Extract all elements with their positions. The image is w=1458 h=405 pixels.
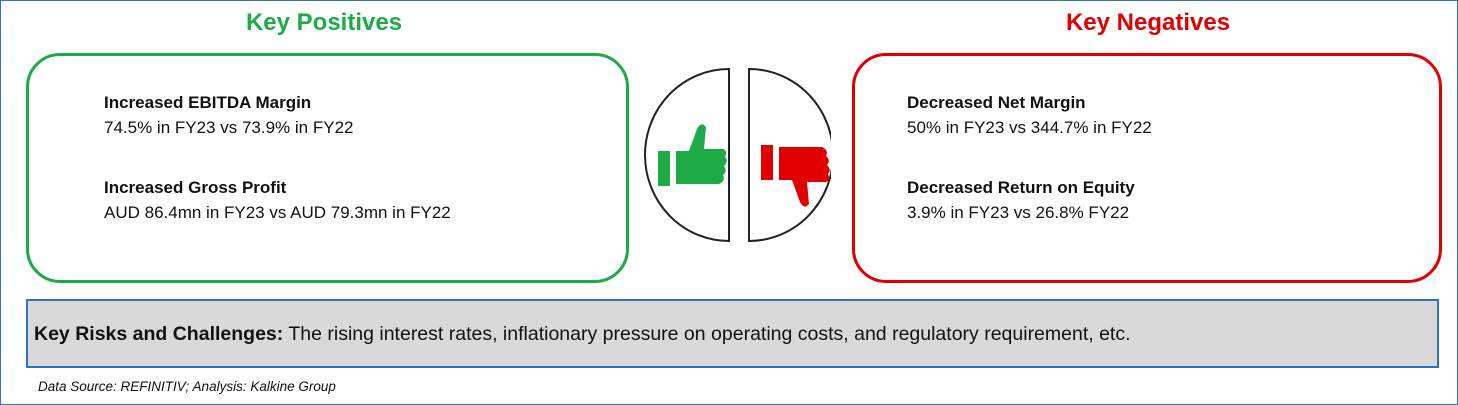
risks-text: The rising interest rates, inflationary … [288,323,1131,345]
risks-label: Key Risks and Challenges: [34,323,284,345]
item-heading: Decreased Net Margin [907,93,1086,112]
item-detail: AUD 86.4mn in FY23 vs AUD 79.3mn in FY22 [104,203,451,222]
risks-box: Key Risks and Challenges: The rising int… [26,299,1439,368]
item-detail: 50% in FY23 vs 344.7% in FY22 [907,118,1152,137]
item-heading: Increased EBITDA Margin [104,93,312,112]
item-heading: Increased Gross Profit [104,178,287,197]
negatives-box [852,53,1442,283]
item-detail: 74.5% in FY23 vs 73.9% in FY22 [104,118,354,137]
item-detail: 3.9% in FY23 vs 26.8% FY22 [907,203,1130,222]
positive-item: Increased Gross Profit AUD 86.4mn in FY2… [104,178,451,223]
negative-item: Decreased Return on Equity 3.9% in FY23 … [907,178,1135,223]
negative-item: Decreased Net Margin 50% in FY23 vs 344.… [907,93,1152,138]
positives-box [26,53,629,283]
negatives-title: Key Negatives [1065,9,1231,36]
positive-item: Increased EBITDA Margin 74.5% in FY23 vs… [104,93,353,138]
source-note: Data Source: REFINITIV; Analysis: Kalkin… [38,379,336,394]
positives-title: Key Positives [245,9,403,36]
thumbs-icon [644,67,831,243]
item-heading: Decreased Return on Equity [907,178,1135,197]
